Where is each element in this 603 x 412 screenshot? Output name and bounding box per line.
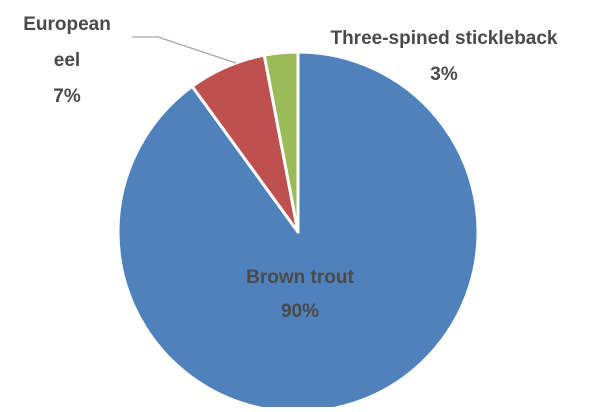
data-label-eel-percent: 7% <box>53 86 81 107</box>
data-label-stickleback-percent: 3% <box>430 64 458 85</box>
data-label-eel-name-line1: European <box>23 14 111 35</box>
pie-slice-three-spined-stickleback <box>262 50 300 234</box>
eel-leader-line <box>132 36 237 64</box>
data-label-eel-name-line2: eel <box>54 50 80 71</box>
data-label-stickleback-name: Three-spined stickleback <box>330 28 557 49</box>
data-label-brown-trout-percent: 90% <box>281 301 319 322</box>
pie-slices <box>116 50 480 412</box>
data-label-brown-trout-name: Brown trout <box>246 267 354 288</box>
